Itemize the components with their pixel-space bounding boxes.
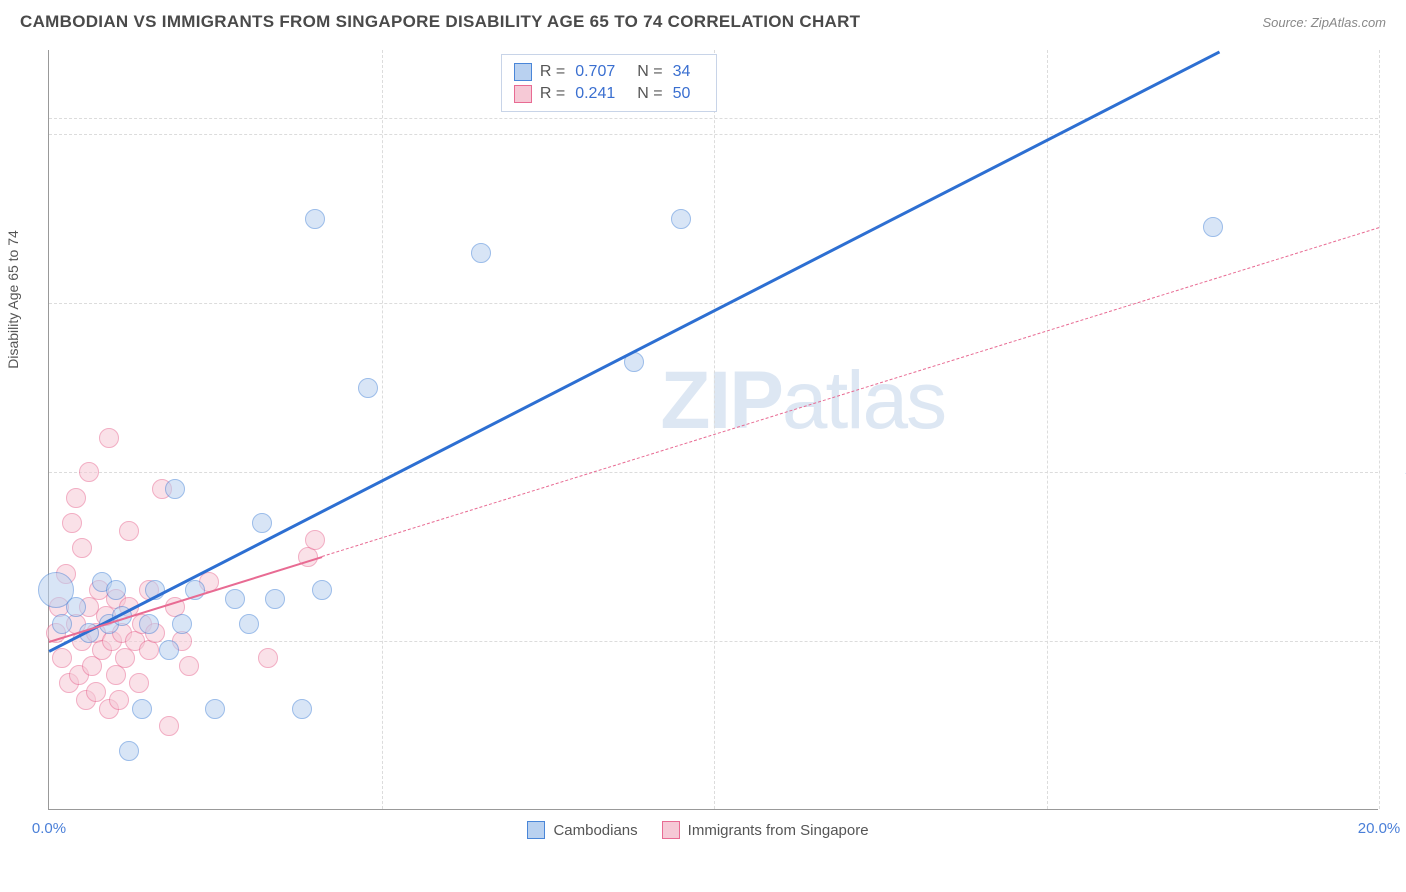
legend-n-label: N = [637,85,662,103]
trend-line [48,50,1220,652]
gridline-vertical [1047,50,1048,809]
data-point [99,428,119,448]
legend-r-value: 0.241 [575,85,615,103]
data-point [129,673,149,693]
gridline-vertical [714,50,715,809]
data-point [179,656,199,676]
data-point [109,690,129,710]
y-axis-label: Disability Age 65 to 74 [5,230,21,369]
data-point [106,665,126,685]
series-legend: Cambodians Immigrants from Singapore [527,821,868,839]
legend-swatch [662,821,680,839]
correlation-legend: R = 0.707 N = 34 R = 0.241 N = 50 [501,54,718,112]
legend-r-label: R = [540,85,565,103]
legend-n-value: 34 [673,63,691,81]
legend-n-label: N = [637,63,662,81]
data-point [66,597,86,617]
data-point [66,488,86,508]
scatter-chart: Disability Age 65 to 74 ZIPatlas 20.0%40… [48,50,1378,810]
data-point [252,513,272,533]
data-point [62,513,82,533]
legend-swatch [527,821,545,839]
data-point [258,648,278,668]
data-point [358,378,378,398]
watermark: ZIPatlas [660,354,945,448]
data-point [86,682,106,702]
x-tick-label: 20.0% [1358,820,1401,837]
data-point [312,580,332,600]
data-point [52,614,72,634]
data-point [172,614,192,634]
chart-header: CAMBODIAN VS IMMIGRANTS FROM SINGAPORE D… [0,0,1406,36]
data-point [72,538,92,558]
data-point [79,462,99,482]
data-point [119,521,139,541]
gridline-vertical [1379,50,1380,809]
legend-swatch [514,85,532,103]
legend-row: R = 0.241 N = 50 [514,83,705,105]
chart-source: Source: ZipAtlas.com [1262,15,1386,30]
legend-item: Immigrants from Singapore [662,821,869,839]
x-tick-label: 0.0% [32,820,66,837]
data-point [305,530,325,550]
chart-title: CAMBODIAN VS IMMIGRANTS FROM SINGAPORE D… [20,12,860,32]
y-tick-label: 20.0% [1388,633,1406,650]
gridline-vertical [382,50,383,809]
data-point [115,648,135,668]
data-point [265,589,285,609]
data-point [292,699,312,719]
y-tick-label: 60.0% [1388,295,1406,312]
y-tick-label: 80.0% [1388,126,1406,143]
data-point [52,648,72,668]
data-point [159,716,179,736]
data-point [305,209,325,229]
legend-swatch [514,63,532,81]
y-tick-label: 40.0% [1388,464,1406,481]
data-point [132,699,152,719]
data-point [471,243,491,263]
data-point [159,640,179,660]
legend-label: Cambodians [553,822,637,839]
data-point [225,589,245,609]
data-point [1203,217,1223,237]
legend-n-value: 50 [673,85,691,103]
legend-r-label: R = [540,63,565,81]
data-point [119,741,139,761]
data-point [165,479,185,499]
data-point [106,580,126,600]
data-point [82,656,102,676]
legend-row: R = 0.707 N = 34 [514,61,705,83]
legend-r-value: 0.707 [575,63,615,81]
data-point [139,614,159,634]
trend-line [321,227,1379,557]
legend-item: Cambodians [527,821,637,839]
data-point [205,699,225,719]
data-point [239,614,259,634]
data-point [671,209,691,229]
legend-label: Immigrants from Singapore [688,822,869,839]
